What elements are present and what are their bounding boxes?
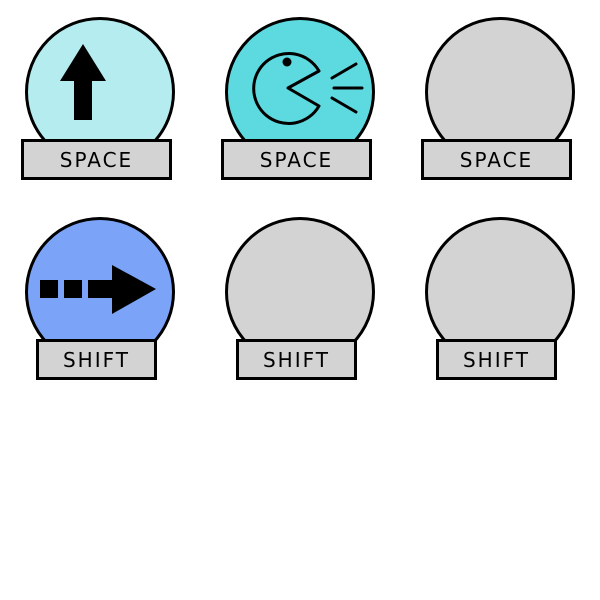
control-empty[interactable]: SHIFT: [220, 217, 380, 387]
key-label-space: SPACE: [21, 139, 172, 180]
pacman-shout-icon: [252, 52, 364, 125]
control-empty[interactable]: SPACE: [420, 17, 580, 187]
dash-arrow-right-icon: [40, 265, 156, 314]
up-arrow-icon: [60, 44, 106, 120]
control-jump[interactable]: SPACE: [20, 17, 180, 187]
key-label-space: SPACE: [421, 139, 572, 180]
control-shout[interactable]: SPACE: [220, 17, 380, 187]
key-label-shift: SHIFT: [236, 339, 357, 380]
control-dash[interactable]: SHIFT: [20, 217, 180, 387]
key-label-shift: SHIFT: [436, 339, 557, 380]
control-empty[interactable]: SHIFT: [420, 217, 580, 387]
key-label-space: SPACE: [221, 139, 372, 180]
key-label-shift: SHIFT: [36, 339, 157, 380]
